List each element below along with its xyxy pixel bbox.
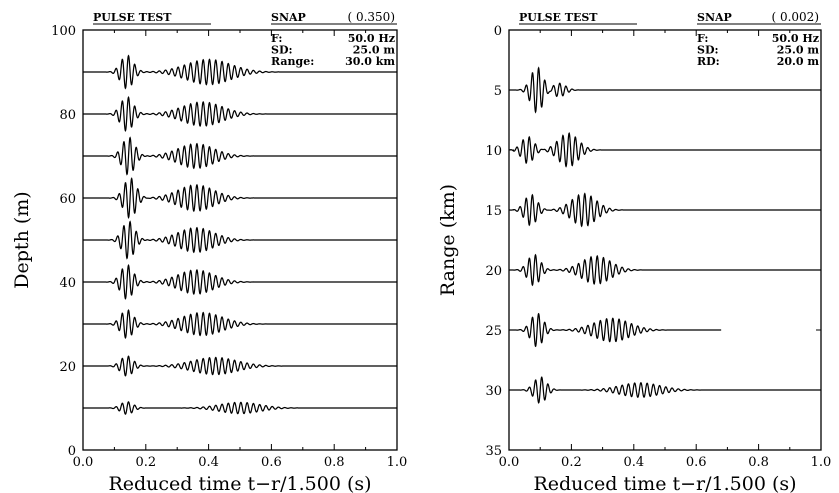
right-y-tick-label: 30 bbox=[485, 384, 502, 399]
right-y-tick-label: 35 bbox=[485, 444, 502, 459]
left-trace-20 bbox=[83, 355, 397, 377]
right-trace-20 bbox=[509, 253, 821, 287]
left-trace-70 bbox=[83, 136, 397, 176]
right-info-label: SD: bbox=[697, 44, 719, 57]
left-info-value: 50.0 Hz bbox=[348, 32, 395, 45]
left-y-axis-label: Depth (m) bbox=[11, 191, 33, 288]
right-trace-30 bbox=[509, 376, 821, 404]
left-x-tick-label: 1.0 bbox=[387, 455, 408, 470]
right-info-value: 25.0 m bbox=[777, 44, 820, 57]
right-x-tick-label: 0.8 bbox=[748, 455, 769, 470]
left-info-label: Range: bbox=[271, 55, 314, 68]
right-trace-5 bbox=[509, 66, 821, 114]
right-snap-value: ( 0.002) bbox=[771, 10, 819, 24]
left-x-tick-label: 0.2 bbox=[135, 455, 156, 470]
left-x-tick-label: 0.0 bbox=[73, 455, 94, 470]
right-y-tick-label: 25 bbox=[485, 324, 502, 339]
left-y-tick-label: 100 bbox=[51, 24, 76, 39]
right-x-tick-label: 0.2 bbox=[561, 455, 582, 470]
left-x-tick-label: 0.6 bbox=[261, 455, 282, 470]
left-trace-40 bbox=[83, 264, 397, 300]
left-x-tick-label: 0.8 bbox=[324, 455, 345, 470]
left-panel: 0 20 40 60 80 100 0.0 0.2 0.4 0.6 0.8 1.0 Reduced ti… bbox=[11, 10, 407, 493]
left-info-value: 30.0 km bbox=[345, 55, 395, 68]
right-x-axis-label: Reduced time t−r/1.500 (s) bbox=[533, 473, 796, 493]
right-y-tick-label: 15 bbox=[485, 204, 502, 219]
left-y-tick-label: 0 bbox=[68, 444, 76, 459]
right-x-tick-label: 0.0 bbox=[499, 455, 520, 470]
left-trace-50 bbox=[83, 220, 397, 260]
right-y-tick-label: 0 bbox=[494, 24, 502, 39]
left-y-tick-label: 20 bbox=[59, 360, 76, 375]
right-y-tick-label: 20 bbox=[485, 264, 502, 279]
right-y-axis-label: Range (km) bbox=[437, 184, 459, 296]
left-y-tick-label: 60 bbox=[59, 192, 76, 207]
left-y-tick-label: 40 bbox=[59, 276, 76, 291]
right-info-label: F: bbox=[697, 32, 708, 45]
left-trace-60 bbox=[83, 177, 397, 219]
left-y-tick-label: 80 bbox=[59, 108, 76, 123]
right-y-tick-label: 10 bbox=[485, 144, 502, 159]
right-y-tick-label: 5 bbox=[494, 84, 502, 99]
left-x-tick-label: 0.4 bbox=[198, 455, 219, 470]
right-x-tick-label: 1.0 bbox=[811, 455, 832, 470]
left-snap-value: ( 0.350) bbox=[347, 10, 395, 24]
left-trace-10 bbox=[83, 401, 397, 415]
left-trace-30 bbox=[83, 309, 397, 339]
right-trace-25 bbox=[509, 312, 722, 348]
right-x-tick-label: 0.4 bbox=[623, 455, 644, 470]
right-x-tick-label: 0.6 bbox=[686, 455, 707, 470]
left-info-value: 25.0 m bbox=[353, 44, 396, 57]
right-trace-15 bbox=[508, 192, 821, 228]
left-info-label: F: bbox=[271, 32, 282, 45]
right-info-value: 50.0 Hz bbox=[772, 32, 819, 45]
right-info-label: RD: bbox=[697, 55, 720, 68]
right-header-title: PULSE TEST bbox=[519, 11, 598, 24]
left-header-title: PULSE TEST bbox=[93, 11, 172, 24]
right-panel: 0 5 10 15 20 25 30 350.0 0.2 0.4 0.6 0.8 1.0 Reduced … bbox=[437, 10, 831, 493]
left-x-axis-label: Reduced time t−r/1.500 (s) bbox=[108, 473, 371, 493]
left-info-label: SD: bbox=[271, 44, 293, 57]
left-trace-80 bbox=[83, 96, 397, 132]
right-info-value: 20.0 m bbox=[777, 55, 820, 68]
right-trace-10 bbox=[508, 132, 821, 168]
left-snap-label: SNAP bbox=[271, 11, 306, 24]
left-trace-90 bbox=[83, 54, 397, 90]
right-snap-label: SNAP bbox=[697, 11, 732, 24]
